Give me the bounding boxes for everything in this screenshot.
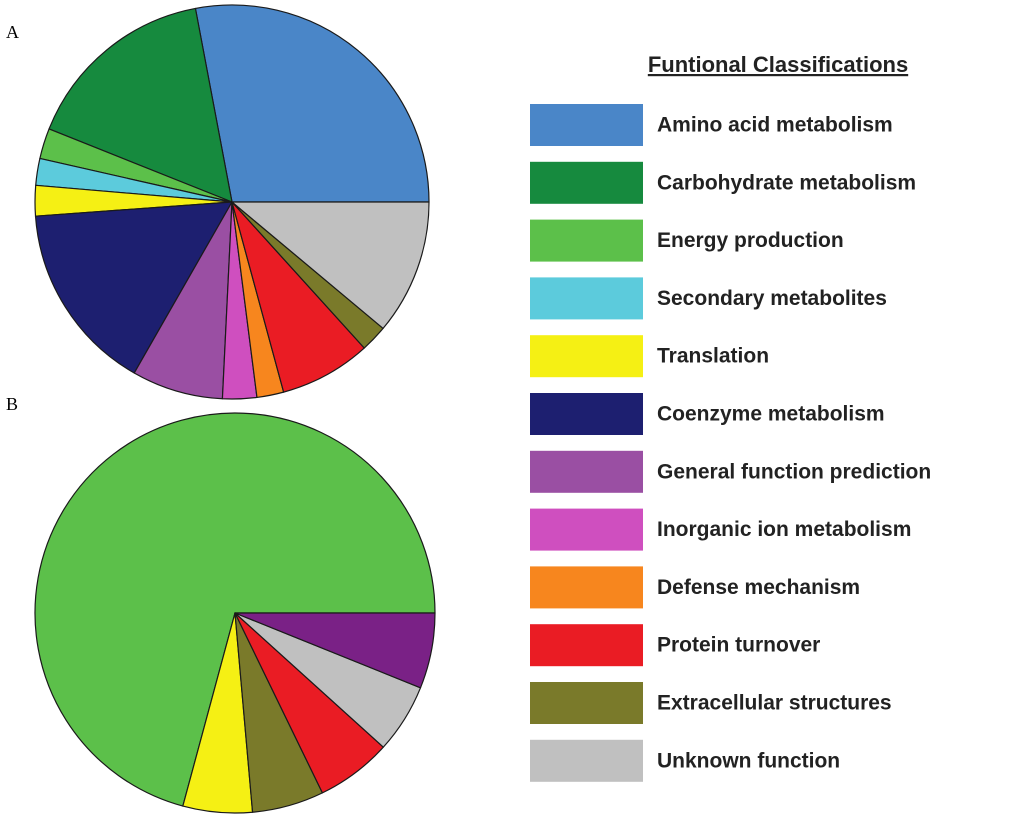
legend-swatch	[530, 104, 643, 146]
legend-title: Funtional Classifications	[648, 52, 908, 77]
legend-label: Energy production	[657, 229, 844, 252]
legend-swatch	[530, 624, 643, 667]
legend-swatch	[530, 219, 643, 262]
legend-swatch	[530, 566, 643, 609]
legend-label: Extracellular structures	[657, 692, 892, 715]
legend-label: Coenzyme metabolism	[657, 403, 885, 426]
legend-label: Unknown function	[657, 749, 840, 772]
legend-swatch	[530, 508, 643, 551]
legend-swatch	[530, 739, 643, 782]
legend-swatch	[530, 335, 643, 378]
pie-slice	[34, 412, 436, 807]
legend-label: Amino acid metabolism	[657, 114, 893, 137]
legend-label: Inorganic ion metabolism	[657, 518, 911, 541]
legend-label: Defense mechanism	[657, 576, 860, 599]
legend-label: Carbohydrate metabolism	[657, 171, 916, 194]
legend-label: General function prediction	[657, 460, 931, 483]
legend-swatch	[530, 277, 643, 320]
legend-swatch	[530, 450, 643, 493]
pie-slice	[231, 201, 430, 330]
panel-label: B	[6, 394, 18, 414]
legend-label: Translation	[657, 345, 769, 368]
panel-label: A	[6, 22, 19, 42]
pie-slice	[48, 7, 233, 203]
pie-slice	[194, 4, 430, 203]
legend-label: Protein turnover	[657, 634, 820, 657]
pie-slice	[34, 201, 233, 374]
legend-label: Secondary metabolites	[657, 287, 887, 310]
legend-swatch	[530, 393, 643, 435]
legend-swatch	[530, 161, 643, 204]
pie-slice	[234, 612, 436, 689]
legend-swatch	[530, 682, 643, 724]
